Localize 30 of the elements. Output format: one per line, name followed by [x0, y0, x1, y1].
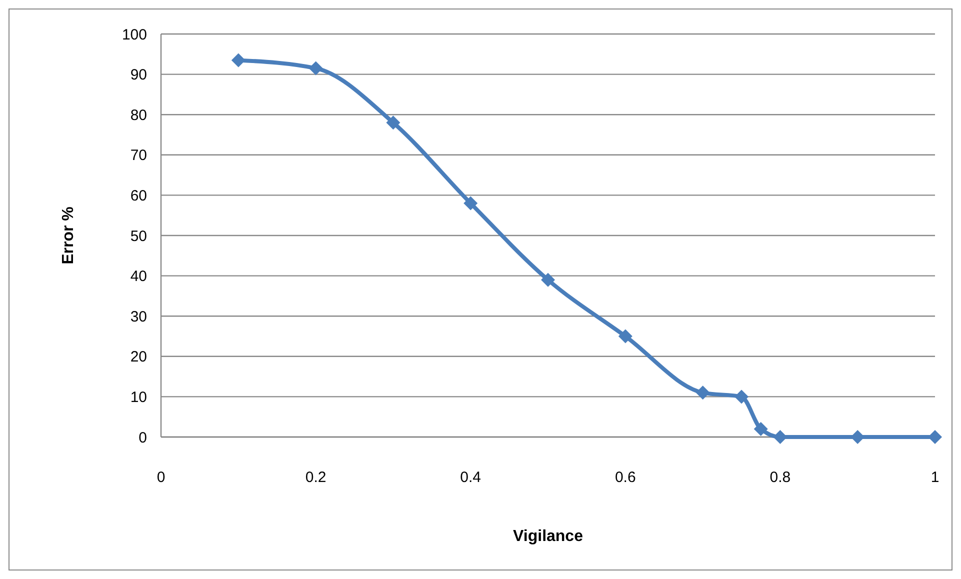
y-tick-label: 30	[130, 308, 147, 326]
point	[231, 53, 246, 68]
y-axis-title: Error %	[60, 206, 77, 264]
y-tick-label: 80	[130, 106, 147, 124]
point	[754, 422, 768, 436]
point	[308, 61, 323, 76]
x-tick-label: 1	[930, 469, 940, 486]
point	[386, 116, 400, 130]
point	[928, 430, 942, 444]
x-tick-label: 0.2	[305, 469, 326, 486]
point	[773, 430, 788, 444]
y-tick-label: 10	[130, 388, 147, 406]
x-tick-label: 0	[156, 469, 166, 486]
y-tick-label: 0	[138, 429, 147, 446]
x-tick-label: 0.4	[460, 469, 482, 486]
y-tick-label: 70	[130, 147, 147, 164]
x-tick-label: 0.8	[770, 469, 791, 486]
y-tick-label: 90	[130, 66, 147, 84]
y-tick-label: 20	[130, 348, 147, 366]
x-tick-label: 0.6	[614, 469, 636, 486]
point	[618, 329, 632, 344]
point	[696, 386, 710, 400]
point	[541, 272, 555, 287]
y-tick-label: 60	[130, 187, 147, 204]
point	[464, 196, 478, 210]
y-tick-label: 50	[130, 228, 147, 245]
x-axis-title: Vigilance	[513, 528, 584, 545]
y-tick-label: 100	[122, 26, 147, 44]
point	[734, 390, 748, 404]
y-tick-label: 40	[130, 268, 147, 286]
